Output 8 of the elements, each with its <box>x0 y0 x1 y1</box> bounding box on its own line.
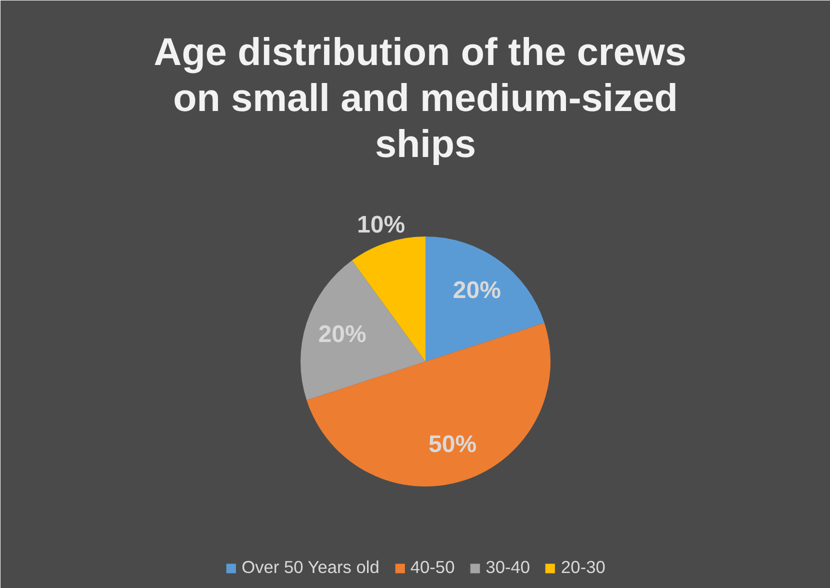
data-label: 50% <box>428 431 477 458</box>
legend-label: Over 50 Years old <box>242 557 380 578</box>
data-label: 10% <box>357 211 406 238</box>
chart-title: Age distribution of the crews on small and medium-sized ships <box>154 31 686 166</box>
data-label: 20% <box>452 277 501 304</box>
legend-label: 30-40 <box>486 557 530 578</box>
legend-label: 40-50 <box>410 557 455 578</box>
legend-label: 20-30 <box>561 557 606 578</box>
